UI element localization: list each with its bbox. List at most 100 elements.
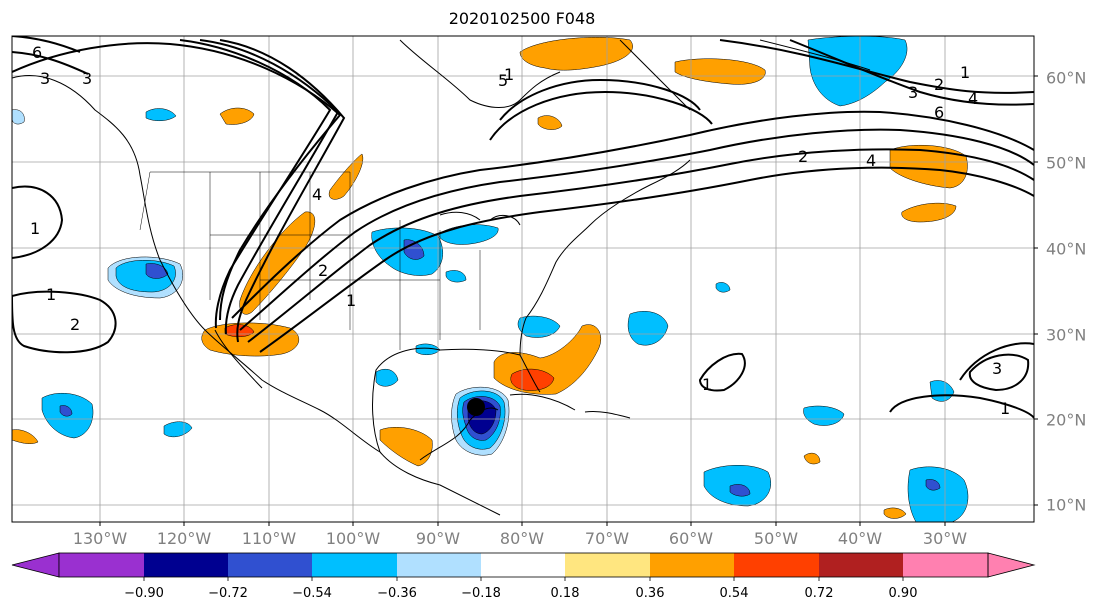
positive-anomaly-patch [883, 507, 907, 519]
negative-anomaly-patch [12, 109, 25, 125]
contour-label: 3 [992, 359, 1002, 378]
negative-anomaly-patch [59, 405, 73, 417]
latitude-label: 10°N [1046, 495, 1087, 515]
positive-anomaly-patch [901, 202, 957, 223]
map-frame [11, 35, 1035, 523]
contour-label: 3 [82, 69, 92, 88]
contour-label: 2 [70, 315, 80, 334]
positive-anomaly-patch [328, 153, 364, 200]
contour-label: 1 [960, 63, 970, 82]
negative-anomaly-patch [517, 315, 561, 338]
contour-label: 1 [1000, 399, 1010, 418]
figure-title: 2020102500 F048 [448, 9, 596, 28]
contour-label: 1 [46, 285, 56, 304]
negative-anomaly-patch [145, 263, 169, 279]
longitude-label: 30°W [922, 529, 968, 548]
colorbar-extend-low [11, 552, 60, 578]
negative-anomaly-patch [445, 270, 467, 283]
colorbar-tick-label: 0.18 [550, 586, 580, 601]
colorbar-tick-label: 0.36 [635, 586, 665, 601]
negative-anomaly-patch [925, 479, 941, 491]
contour-label: 4 [866, 151, 876, 170]
contour-labels: 6 3 3 4 1 2 1 1 5 1 2 3 4 6 1 2 4 2 1 3 … [30, 43, 1010, 418]
colorbar-segment [819, 553, 903, 577]
longitude-label: 80°W [499, 529, 545, 548]
longitude-label: 50°W [753, 529, 799, 548]
colorbar-segment [312, 553, 397, 577]
contour-label: 6 [32, 43, 42, 62]
lat-lon-grid [12, 36, 1034, 522]
negative-anomaly-patch [627, 311, 669, 346]
tick-marks [99, 75, 1038, 526]
positive-anomaly-patch [519, 37, 633, 71]
anomaly-shading [12, 36, 969, 522]
negative-anomaly-patch [729, 484, 751, 497]
colorbar-tick-label: −0.72 [208, 586, 248, 601]
longitude-label: 120°W [156, 529, 212, 548]
longitude-label: 60°W [668, 529, 714, 548]
colorbar-segment [397, 553, 481, 577]
longitude-label: 70°W [584, 529, 630, 548]
latitude-label: 40°N [1046, 239, 1087, 259]
contour-label: 1 [30, 219, 40, 238]
latitude-label: 20°N [1046, 410, 1087, 430]
colorbar-tick-label: −0.54 [292, 586, 332, 601]
contour-label: 3 [40, 69, 50, 88]
negative-anomaly-patch [715, 282, 731, 293]
contour-label: 2 [318, 261, 328, 280]
latitude-label: 30°N [1046, 325, 1087, 345]
colorbar-tick-label: 0.72 [804, 586, 834, 601]
colorbar [11, 552, 1036, 581]
coastlines [12, 39, 871, 516]
longitude-label: 40°W [837, 529, 883, 548]
colorbar-tick-label: −0.36 [377, 586, 417, 601]
contour-label: 5 [498, 71, 508, 90]
colorbar-tick-label: −0.18 [461, 586, 501, 601]
contour-lines [12, 36, 1034, 419]
positive-anomaly-patch [379, 427, 433, 467]
contour-label: 1 [702, 375, 712, 394]
colorbar-tick-label: 0.90 [888, 586, 918, 601]
positive-anomaly-patch [239, 211, 316, 315]
negative-anomaly-patch [375, 369, 399, 387]
colorbar-segment [734, 553, 819, 577]
positive-anomaly-patch [803, 452, 821, 465]
negative-anomaly-patch [403, 239, 425, 260]
longitude-label: 100°W [325, 529, 381, 548]
positive-anomaly-patch [219, 107, 255, 125]
storm-center-marker [467, 398, 485, 416]
colorbar-segment [144, 553, 228, 577]
contour-label: 4 [312, 185, 322, 204]
longitude-label: 110°W [241, 529, 297, 548]
longitude-label: 130°W [72, 529, 128, 548]
latitude-label: 50°N [1046, 153, 1087, 173]
colorbar-segment [565, 553, 650, 577]
contour-label: 4 [968, 89, 978, 108]
positive-anomaly-patch [12, 429, 39, 444]
positive-anomaly-patch [537, 115, 563, 130]
colorbar-segment [228, 553, 312, 577]
contour-label: 1 [346, 291, 356, 310]
contour-label: 3 [908, 83, 918, 102]
negative-anomaly-patch [803, 405, 845, 426]
negative-anomaly-patch [907, 466, 969, 522]
colorbar-frame [58, 552, 989, 578]
colorbar-tick-label: 0.54 [719, 586, 749, 601]
colorbar-segment [903, 553, 988, 577]
colorbar-segment [650, 553, 734, 577]
map-area [12, 36, 1034, 522]
contour-label: 2 [934, 75, 944, 94]
colorbar-segment [481, 553, 565, 577]
contour-label: 2 [798, 147, 808, 166]
contour-label: 6 [934, 103, 944, 122]
positive-anomaly-patch [889, 144, 968, 189]
contour-label: 1 [504, 65, 514, 84]
latitude-label: 60°N [1046, 68, 1087, 88]
positive-anomaly-patch [674, 58, 766, 85]
colorbar-segment [59, 553, 144, 577]
negative-anomaly-patch [145, 108, 177, 121]
negative-anomaly-patch [163, 421, 193, 438]
longitude-label: 90°W [415, 529, 461, 548]
colorbar-extend-high [987, 552, 1036, 578]
